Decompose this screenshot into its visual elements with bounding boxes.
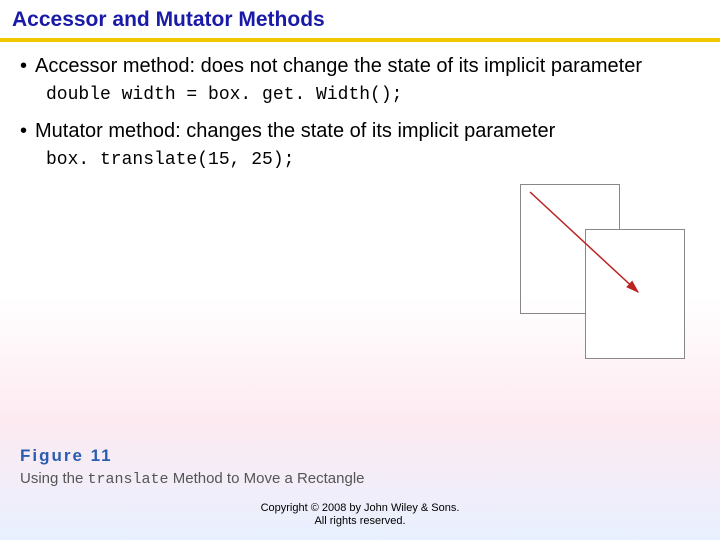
bullet-text: Mutator method: changes the state of its… bbox=[35, 119, 700, 144]
bullet-dot: • bbox=[20, 119, 27, 144]
figure-desc-suffix: Method to Move a Rectangle bbox=[169, 470, 365, 487]
figure-desc-prefix: Using the bbox=[20, 470, 88, 487]
figure-number: Figure 11 bbox=[20, 446, 365, 466]
page-title: Accessor and Mutator Methods bbox=[12, 8, 708, 32]
bullet-dot: • bbox=[20, 54, 27, 79]
figure-description: Using the translate Method to Move a Rec… bbox=[20, 470, 365, 488]
arrow-icon bbox=[40, 184, 720, 364]
slide: Accessor and Mutator Methods • Accessor … bbox=[0, 0, 720, 540]
list-item: • Accessor method: does not change the s… bbox=[20, 54, 700, 79]
code-line: double width = box. get. Width(); bbox=[46, 85, 700, 105]
copyright-footer: Copyright © 2008 by John Wiley & Sons. A… bbox=[0, 502, 720, 528]
bullet-text: Accessor method: does not change the sta… bbox=[35, 54, 700, 79]
content-area: • Accessor method: does not change the s… bbox=[0, 42, 720, 364]
figure-caption: Figure 11 Using the translate Method to … bbox=[20, 446, 365, 488]
code-line: box. translate(15, 25); bbox=[46, 150, 700, 170]
footer-line-1: Copyright © 2008 by John Wiley & Sons. bbox=[0, 502, 720, 515]
list-item: • Mutator method: changes the state of i… bbox=[20, 119, 700, 144]
translate-diagram bbox=[40, 184, 720, 364]
footer-line-2: All rights reserved. bbox=[0, 515, 720, 528]
figure-desc-code: translate bbox=[88, 471, 169, 488]
title-bar: Accessor and Mutator Methods bbox=[0, 0, 720, 36]
